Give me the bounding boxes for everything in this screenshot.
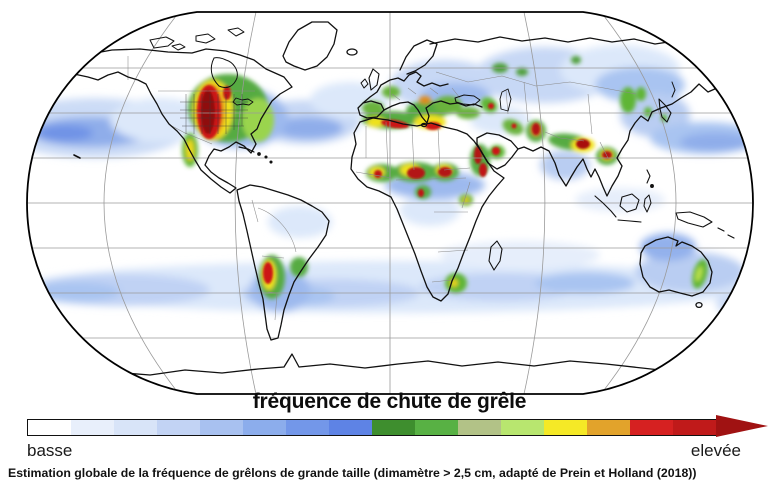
color-scale-segment [673, 420, 716, 435]
color-scale-segment [415, 420, 458, 435]
graticule [27, 12, 753, 394]
color-scale-segment [544, 420, 587, 435]
coastlines [61, 21, 745, 379]
color-scale-bar [27, 419, 717, 436]
us-state-borders [180, 94, 248, 134]
color-scale-segment [501, 420, 544, 435]
color-scale-segment [286, 420, 329, 435]
color-scale-segment [587, 420, 630, 435]
color-scale-segment [630, 420, 673, 435]
legend-label-high: elevée [690, 441, 741, 460]
world-hail-frequency-map [26, 11, 754, 395]
color-scale-arrowhead [716, 415, 768, 437]
map-outline [26, 11, 754, 395]
color-scale-segment [329, 420, 372, 435]
color-scale-segment [458, 420, 501, 435]
legend-label-low: basse [27, 441, 73, 460]
map-svg [26, 11, 754, 395]
color-scale-segment [71, 420, 114, 435]
color-scale-segment [157, 420, 200, 435]
color-scale-segment [28, 420, 71, 435]
color-scale-segment [200, 420, 243, 435]
map-title: fréquence de chute de grêle [252, 390, 527, 413]
country-borders [127, 56, 637, 321]
color-scale-segment [114, 420, 157, 435]
color-scale-segment [372, 420, 415, 435]
color-scale-segment [243, 420, 286, 435]
caption: Estimation globale de la fréquence de gr… [8, 466, 697, 480]
